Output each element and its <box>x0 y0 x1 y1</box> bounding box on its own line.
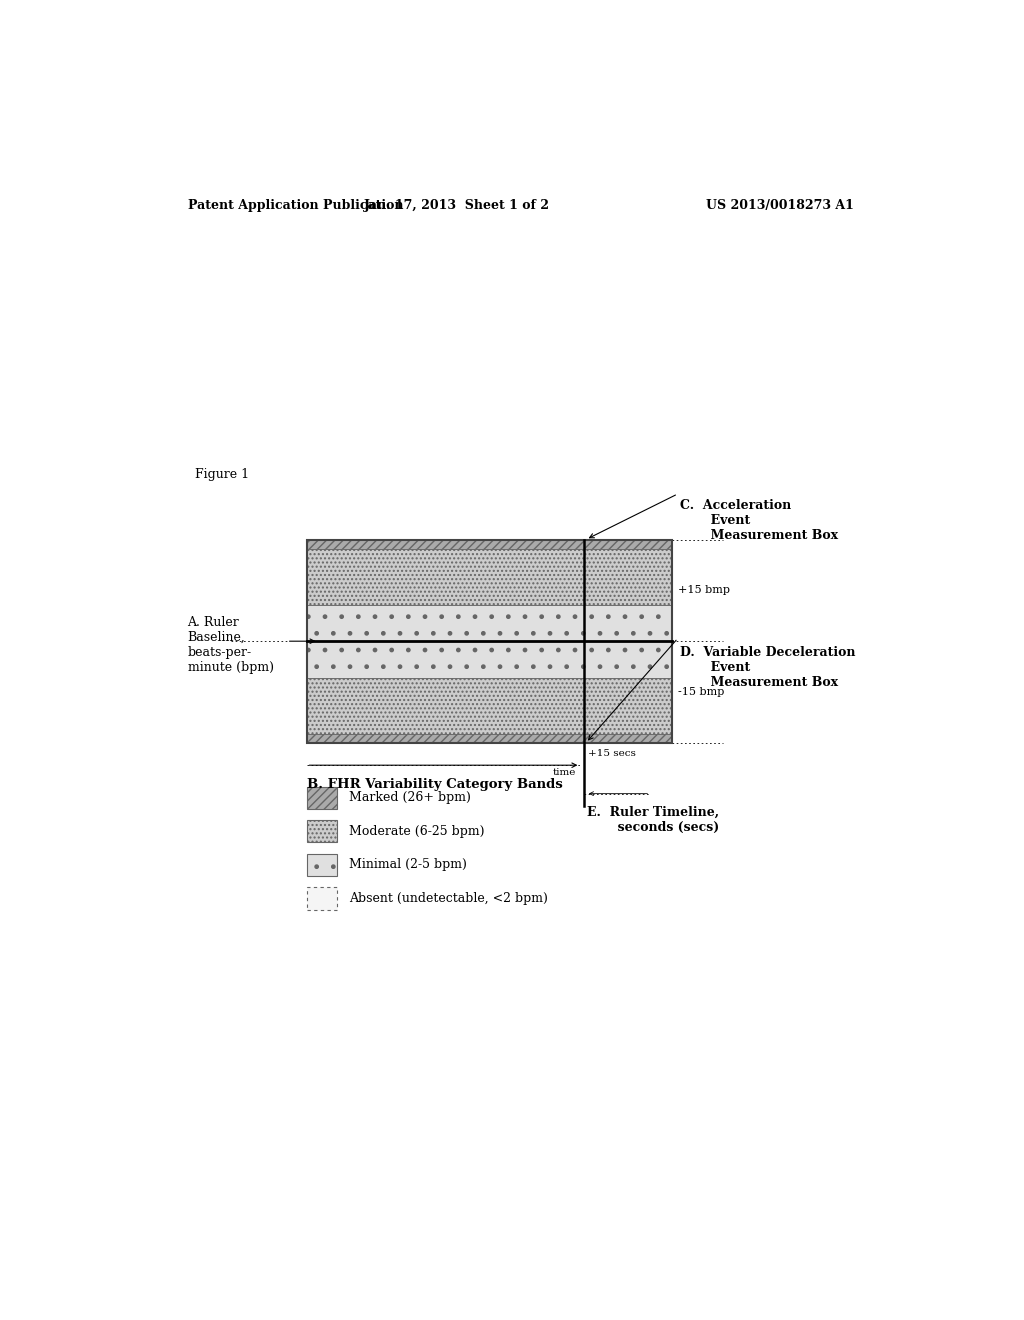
Text: Figure 1: Figure 1 <box>196 469 250 482</box>
Text: Minimal (2-5 bpm): Minimal (2-5 bpm) <box>348 858 467 871</box>
Text: +15 bmp: +15 bmp <box>678 585 730 595</box>
Text: time: time <box>553 768 577 777</box>
Bar <box>306 787 337 809</box>
Bar <box>306 642 672 677</box>
Text: D.  Variable Deceleration
       Event
       Measurement Box: D. Variable Deceleration Event Measureme… <box>680 647 855 689</box>
Bar <box>306 734 672 743</box>
Bar <box>306 820 337 842</box>
Text: E.  Ruler Timeline,
       seconds (secs): E. Ruler Timeline, seconds (secs) <box>587 805 719 834</box>
Text: B. FHR Variability Category Bands: B. FHR Variability Category Bands <box>306 779 562 792</box>
Text: Jan. 17, 2013  Sheet 1 of 2: Jan. 17, 2013 Sheet 1 of 2 <box>365 199 550 213</box>
Bar <box>306 540 672 549</box>
Text: C.  Acceleration
       Event
       Measurement Box: C. Acceleration Event Measurement Box <box>680 499 838 543</box>
Text: Marked (26+ bpm): Marked (26+ bpm) <box>348 791 470 804</box>
Text: Patent Application Publication: Patent Application Publication <box>187 199 403 213</box>
Bar <box>306 854 337 876</box>
Text: Absent (undetectable, <2 bpm): Absent (undetectable, <2 bpm) <box>348 892 548 904</box>
Text: +15 secs: +15 secs <box>588 748 636 758</box>
Bar <box>306 887 337 909</box>
Text: Moderate (6-25 bpm): Moderate (6-25 bpm) <box>348 825 484 838</box>
Bar <box>306 677 672 734</box>
Text: A. Ruler
Baseline,
beats-per-
minute (bpm): A. Ruler Baseline, beats-per- minute (bp… <box>187 615 273 673</box>
Bar <box>306 549 672 605</box>
Text: US 2013/0018273 A1: US 2013/0018273 A1 <box>707 199 854 213</box>
Bar <box>306 540 672 743</box>
Text: -15 bmp: -15 bmp <box>678 686 724 697</box>
Bar <box>306 605 672 642</box>
